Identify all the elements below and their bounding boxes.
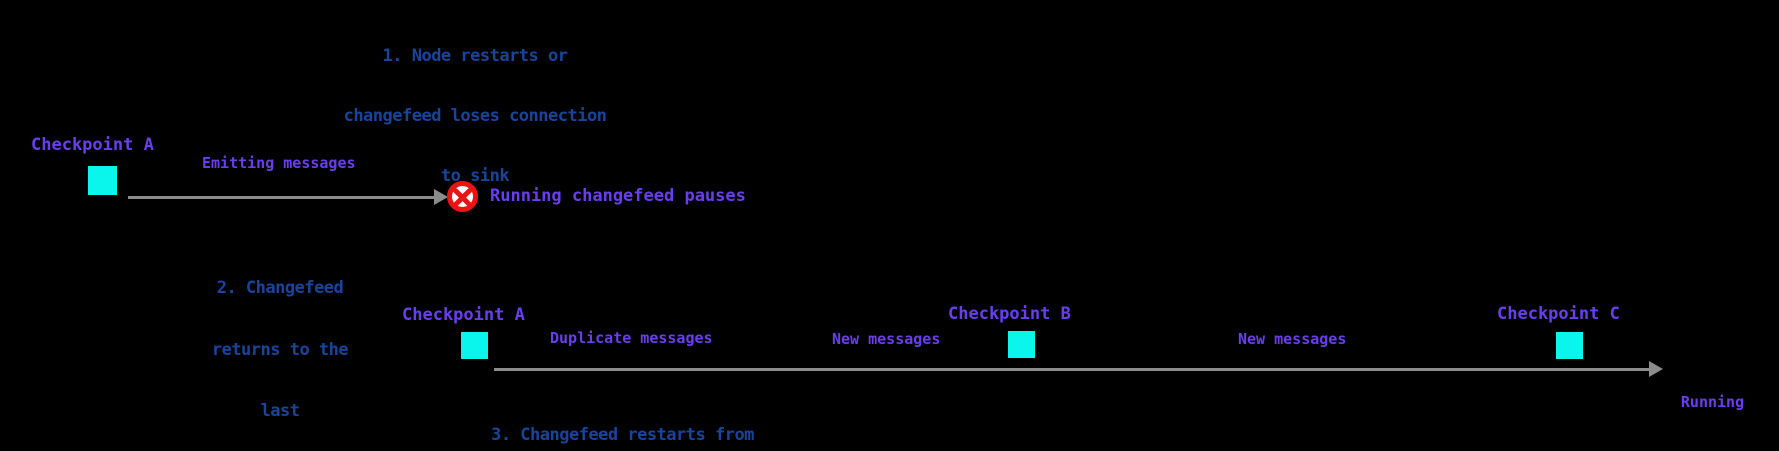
bottom-timeline-arrowhead-icon xyxy=(1649,361,1663,377)
step2-line3: last xyxy=(260,401,300,421)
checkpoint-b-label: Checkpoint B xyxy=(948,304,1071,324)
step1-line1: 1. Node restarts or xyxy=(382,46,568,66)
step3-annotation: 3. Changefeed restarts from last checkpo… xyxy=(455,383,790,451)
step1-line3: to sink xyxy=(440,166,510,186)
new-messages-label-1: New messages xyxy=(832,330,941,348)
bottom-timeline-line xyxy=(494,368,1650,371)
step2-line2: returns to the xyxy=(211,339,349,360)
pause-label: Running changefeed pauses xyxy=(490,186,746,206)
resume-line1: Running xyxy=(1680,393,1745,411)
x-circle-icon xyxy=(447,181,478,212)
bottom-checkpoint-a-marker xyxy=(461,332,488,359)
top-checkpoint-a-label: Checkpoint A xyxy=(31,135,154,155)
duplicate-messages-label: Duplicate messages xyxy=(550,329,713,347)
step1-annotation: 1. Node restarts or changefeed loses con… xyxy=(330,6,620,226)
new-messages-label-2: New messages xyxy=(1238,330,1347,348)
step3-line1: 3. Changefeed restarts from xyxy=(491,425,754,445)
top-timeline-arrowhead-icon xyxy=(434,189,448,205)
step1-line2: changefeed loses connection xyxy=(343,106,607,126)
step2-annotation: 2. Changefeed returns to the last checkp… xyxy=(165,237,395,451)
checkpoint-b-marker xyxy=(1008,331,1035,358)
emitting-messages-label: Emitting messages xyxy=(202,154,356,172)
step2-line1: 2. Changefeed xyxy=(216,278,344,298)
checkpoint-c-label: Checkpoint C xyxy=(1497,304,1620,324)
top-checkpoint-a-marker xyxy=(88,166,117,195)
bottom-checkpoint-a-label: Checkpoint A xyxy=(402,305,525,325)
top-timeline-line xyxy=(128,196,438,199)
checkpoint-c-marker xyxy=(1556,332,1583,359)
resume-label: Running changefeed resumes xyxy=(1655,351,1770,451)
